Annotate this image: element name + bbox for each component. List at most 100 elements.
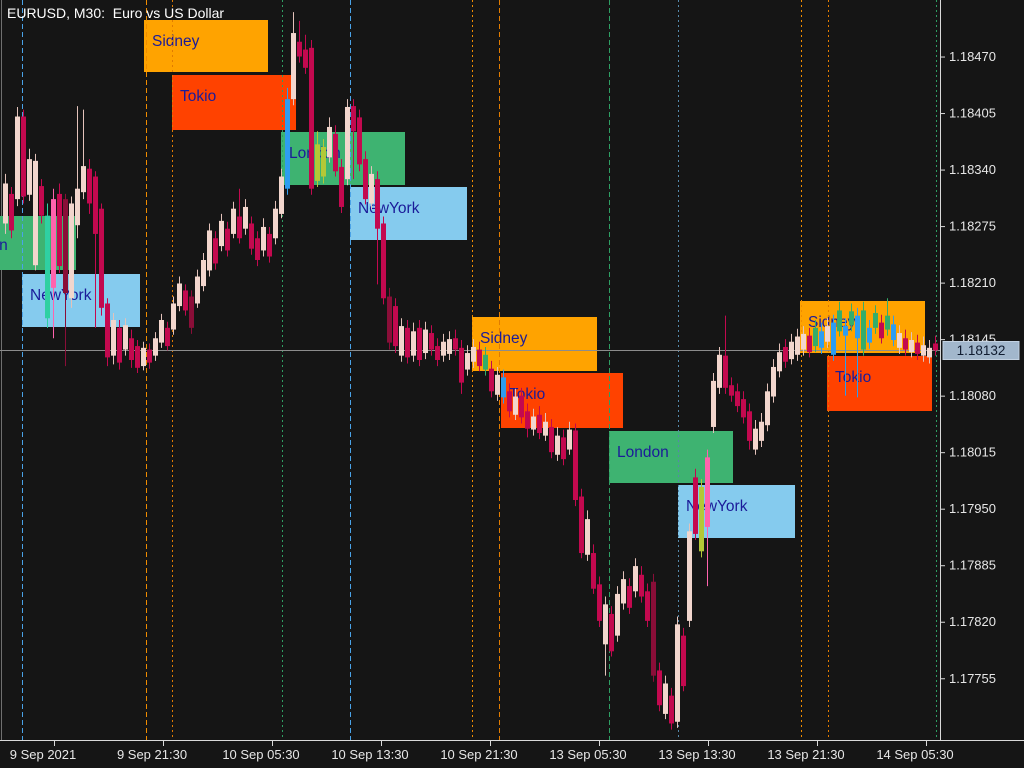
candle-body xyxy=(279,176,284,214)
candle-body xyxy=(573,430,578,500)
candle-body xyxy=(297,41,302,57)
session-box-tokio[interactable] xyxy=(172,75,296,130)
session-label: Sidney xyxy=(480,330,528,347)
candle-body xyxy=(225,228,230,251)
candle-body xyxy=(141,347,146,367)
candle-body xyxy=(87,168,92,204)
session-label: Tokio xyxy=(180,88,216,105)
candle-body xyxy=(789,341,794,360)
price-axis-label: 1.18015 xyxy=(949,445,996,460)
candle-body xyxy=(801,333,806,350)
candle-body xyxy=(351,106,356,132)
candle-body xyxy=(93,176,98,234)
candle-body xyxy=(57,193,62,267)
candle-body xyxy=(687,531,692,621)
candle-body xyxy=(165,327,170,347)
candle-body xyxy=(255,238,260,260)
candle-body xyxy=(825,326,830,342)
candle-body xyxy=(765,391,770,426)
candle-body xyxy=(555,435,560,455)
candle-body xyxy=(711,380,716,427)
candle-body xyxy=(471,346,476,362)
candle-body xyxy=(183,290,188,311)
session-box-sidney[interactable] xyxy=(144,20,268,72)
candle-body xyxy=(21,116,26,197)
time-axis-label: 13 Sep 05:30 xyxy=(549,747,626,762)
candle-body xyxy=(705,457,710,527)
candle-body xyxy=(933,343,938,351)
candle-body xyxy=(759,421,764,441)
candle-body xyxy=(609,613,614,652)
candle-body xyxy=(27,159,32,195)
price-axis-label: 1.18405 xyxy=(949,106,996,121)
candle-body xyxy=(597,584,602,621)
candle-body xyxy=(291,33,296,100)
session-box-group: NewYork xyxy=(22,274,140,327)
session-box-group: Sidney xyxy=(472,317,597,371)
candle-body xyxy=(357,117,362,165)
candle-body xyxy=(627,586,632,608)
candle-body xyxy=(459,347,464,383)
session-box-group: Tokio xyxy=(172,75,296,130)
candle-body xyxy=(681,635,686,687)
price-axis-label: 1.18340 xyxy=(949,162,996,177)
candle-body xyxy=(663,683,668,714)
candle-body xyxy=(411,331,416,356)
candle-body xyxy=(777,352,782,372)
candle-body xyxy=(543,421,548,436)
candle-body xyxy=(633,566,638,592)
candle-body xyxy=(879,322,884,339)
candle-body xyxy=(237,216,242,239)
price-axis-label: 1.17950 xyxy=(949,501,996,516)
candle-body xyxy=(33,160,38,266)
candle-body xyxy=(483,354,488,370)
price-axis-label: 1.18275 xyxy=(949,219,996,234)
time-axis-label: 10 Sep 21:30 xyxy=(440,747,517,762)
candle-body xyxy=(723,355,728,388)
candle-body xyxy=(39,186,44,216)
chart-symbol-title: EURUSD, M30: Euro vs US Dollar xyxy=(7,5,225,21)
candle-body xyxy=(735,391,740,407)
candle-body xyxy=(285,99,290,189)
session-box-sidney[interactable] xyxy=(472,317,597,371)
candle-body xyxy=(267,233,272,257)
candle-body xyxy=(321,146,326,177)
candle-body xyxy=(213,238,218,264)
session-label: Sidney xyxy=(152,33,200,50)
candle-body xyxy=(45,215,50,319)
candle-body xyxy=(621,579,626,604)
price-axis-label: 1.18210 xyxy=(949,275,996,290)
session-box-group: London xyxy=(609,431,733,483)
candle-body xyxy=(435,346,440,360)
candle-body xyxy=(477,349,482,367)
candle-body xyxy=(885,315,890,330)
candle-body xyxy=(513,396,518,415)
time-axis-label: 14 Sep 05:30 xyxy=(876,747,953,762)
candle-body xyxy=(861,310,866,350)
candle-body xyxy=(657,670,662,706)
candle-body xyxy=(909,340,914,353)
candle-body xyxy=(153,338,158,356)
candle-body xyxy=(207,230,212,271)
candle-body xyxy=(69,203,74,299)
price-axis-label: 1.17885 xyxy=(949,558,996,573)
session-label: Tokio xyxy=(835,369,871,386)
candle-body xyxy=(549,426,554,453)
candle-body xyxy=(99,208,104,308)
session-box-tokio[interactable] xyxy=(827,356,932,411)
candle-body xyxy=(501,377,506,398)
candle-body xyxy=(111,320,116,356)
candle-body xyxy=(429,333,434,350)
current-price-badge-bg xyxy=(942,341,1020,360)
session-box-newyork[interactable] xyxy=(22,274,140,327)
candle-body xyxy=(783,346,788,362)
candle-body xyxy=(123,325,128,350)
session-box-group: Tokio xyxy=(827,356,932,411)
candle-body xyxy=(201,260,206,287)
time-axis-label: 9 Sep 2021 xyxy=(10,747,77,762)
session-box-london[interactable] xyxy=(609,431,733,483)
candle-body xyxy=(147,349,152,363)
price-axis-label: 1.17820 xyxy=(949,614,996,629)
candle-body xyxy=(831,322,836,355)
